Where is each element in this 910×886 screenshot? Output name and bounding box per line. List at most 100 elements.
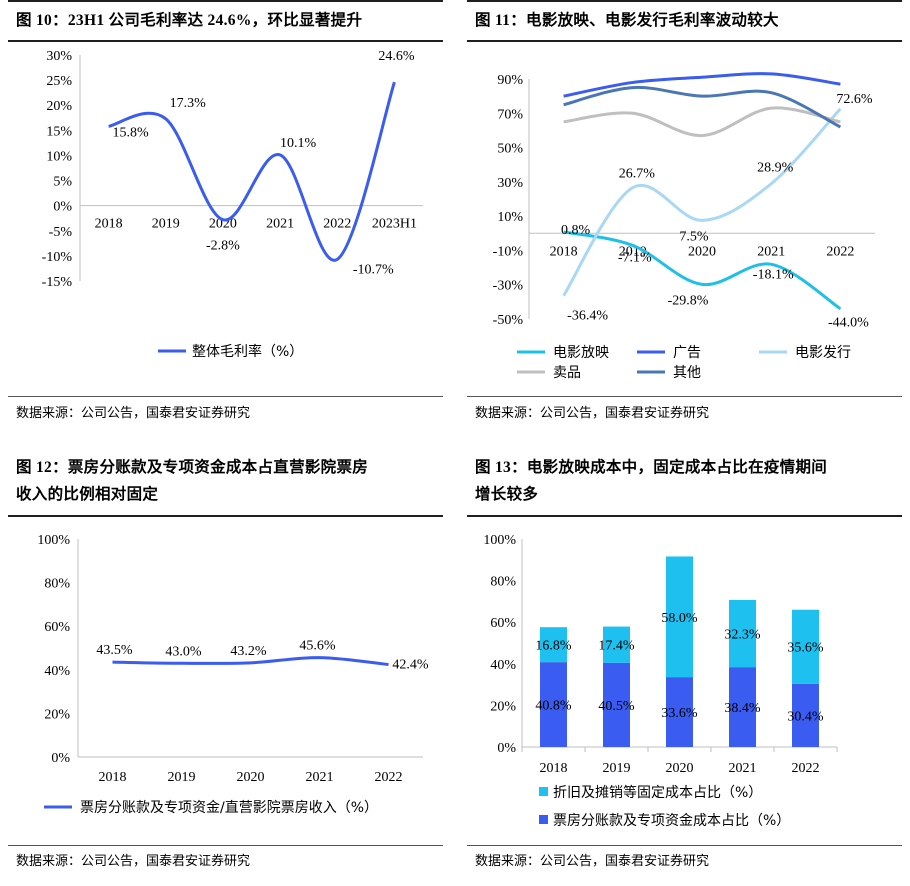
y-tick-label: 0% — [53, 200, 72, 215]
legend-label: 卖品 — [553, 365, 581, 381]
data-label: 0.8% — [561, 223, 591, 238]
x-tick-label: 2018 — [550, 244, 578, 259]
bar-segment — [603, 662, 630, 747]
data-label: 7.5% — [679, 229, 709, 244]
bar-segment — [792, 609, 819, 684]
title-rule — [8, 40, 443, 42]
y-tick-label: 80% — [490, 575, 516, 590]
data-label: 72.6% — [836, 92, 873, 107]
x-tick-label: 2021 — [266, 217, 294, 232]
data-label: -36.4% — [567, 309, 608, 324]
data-label: -29.8% — [668, 293, 709, 308]
legend-swatch — [539, 815, 548, 824]
y-tick-label: 40% — [44, 664, 70, 679]
data-label: 43.2% — [230, 644, 267, 659]
legend-label: 折旧及摊销等固定成本占比（%） — [553, 784, 762, 801]
x-tick-label: 2018 — [95, 217, 123, 232]
y-tick-label: 100% — [37, 533, 70, 548]
data-label: 30.4% — [787, 709, 824, 724]
x-tick-label: 2020 — [666, 761, 694, 776]
data-label: -18.1% — [753, 267, 794, 282]
x-tick-label: 2018 — [540, 761, 568, 776]
bar-segment — [603, 626, 630, 663]
series-line — [563, 85, 842, 129]
chart-title: 图 10：23H1 公司毛利率达 24.6%，环比显著提升 — [16, 12, 363, 29]
bar-segment — [540, 627, 567, 663]
data-label: -7.1% — [618, 250, 652, 265]
data-label: 17.3% — [170, 96, 207, 111]
y-tick-label: -30% — [493, 279, 524, 294]
y-tick-label: 30% — [497, 176, 523, 191]
data-label: 26.7% — [619, 167, 656, 182]
x-tick-label: 2021 — [757, 244, 785, 259]
x-tick-label: 2019 — [603, 761, 631, 776]
y-tick-label: 50% — [497, 142, 523, 157]
data-label: 24.6% — [378, 49, 415, 64]
series-line — [563, 230, 842, 310]
chart-panel-cost-structure: 图 13：电影放映成本中，固定成本占比在疫情期间 增长较多 100% 80% 60%… — [467, 445, 902, 886]
x-tick-label: 2020 — [237, 770, 265, 785]
x-tick-label: 2021 — [306, 770, 334, 785]
y-tick-label: 80% — [44, 577, 70, 592]
y-tick-label: -10% — [493, 244, 524, 259]
source-note: 数据来源：公司公告，国泰君安证券研究 — [475, 405, 710, 420]
data-label: 33.6% — [661, 706, 698, 721]
bar-segment — [792, 683, 819, 747]
y-tick-label: 0% — [497, 741, 516, 756]
data-label: 58.0% — [661, 611, 698, 626]
x-tick-label: 2022 — [826, 244, 854, 259]
top-rule — [467, 0, 902, 2]
chart-panel-box-office-share: 图 12：票房分账款及专项资金成本占直营影院票房 收入的比例相对固定 100% 8… — [8, 445, 443, 886]
x-tick-label: 2019 — [168, 770, 196, 785]
y-tick-label: -15% — [42, 275, 73, 290]
x-tick-label: 2022 — [792, 761, 820, 776]
source-note: 数据来源：公司公告，国泰君安证券研究 — [475, 853, 710, 868]
bar-segment — [666, 677, 693, 747]
data-label: 43.5% — [96, 643, 133, 658]
cost-structure-chart: 100% 80% 60% 40% 20% 0% 2018 2019 2020 2021 2022 40… — [483, 533, 838, 829]
series-line — [562, 107, 842, 297]
y-tick-label: -50% — [493, 313, 524, 328]
data-label: -44.0% — [828, 316, 869, 331]
series-line — [112, 656, 389, 667]
data-label: 17.4% — [598, 639, 635, 654]
segment-margin-chart: 90%70%50%30%10%-10%-30%-50%2018 2019 2020 2… — [493, 72, 875, 381]
y-tick-label: 90% — [497, 73, 523, 88]
y-tick-label: 25% — [46, 74, 72, 89]
data-label: 45.6% — [299, 639, 336, 654]
data-label: 28.9% — [757, 161, 794, 176]
top-rule — [8, 0, 443, 2]
y-tick-label: 20% — [46, 99, 72, 114]
chart-title: 图 11：电影放映、电影发行毛利率波动较大 — [475, 12, 779, 29]
y-tick-label: 70% — [497, 107, 523, 122]
x-tick-label: 2022 — [375, 770, 403, 785]
legend-label: 电影放映 — [553, 345, 609, 361]
chart-title-line2: 增长较多 — [475, 486, 539, 503]
bar-segment — [666, 556, 693, 678]
x-tick-label: 2020 — [209, 217, 237, 232]
x-tick-label: 2022 — [323, 217, 351, 232]
data-label: 15.8% — [112, 125, 149, 140]
chart-panel-segment-margin: 图 11：电影放映、电影发行毛利率波动较大 90% 70% 50% 30% 10% -10… — [467, 0, 902, 430]
source-rule — [467, 396, 902, 397]
data-label: -10.7% — [353, 262, 394, 277]
y-tick-label: -5% — [49, 225, 73, 240]
source-rule — [8, 396, 443, 397]
y-tick-label: 20% — [44, 707, 70, 722]
data-label: 32.3% — [724, 628, 761, 643]
source-note: 数据来源：公司公告，国泰君安证券研究 — [16, 853, 251, 868]
legend-label: 广告 — [673, 345, 701, 361]
x-tick-label: 2018 — [99, 770, 127, 785]
y-tick-label: 30% — [46, 49, 72, 64]
legend-swatch — [539, 787, 548, 796]
source-rule — [467, 845, 902, 846]
box-office-share-chart: 100% 80% 60% 40% 20% 0% 2018 2019 2020 2021 2022 43… — [37, 533, 429, 816]
gross-margin-chart: 30% 25% 20% 15% 10% 5% 0% -5% -10% -15% 2018 2019 20… — [42, 49, 423, 360]
y-tick-label: 40% — [490, 658, 516, 673]
y-tick-label: 15% — [46, 124, 72, 139]
x-tick-label: 2021 — [729, 761, 757, 776]
y-tick-label: 20% — [490, 699, 516, 714]
legend-label: 票房分账款及专项资金/直营影院票房收入（%） — [80, 799, 378, 816]
x-tick-label: 2020 — [688, 244, 716, 259]
series-line — [563, 106, 841, 138]
